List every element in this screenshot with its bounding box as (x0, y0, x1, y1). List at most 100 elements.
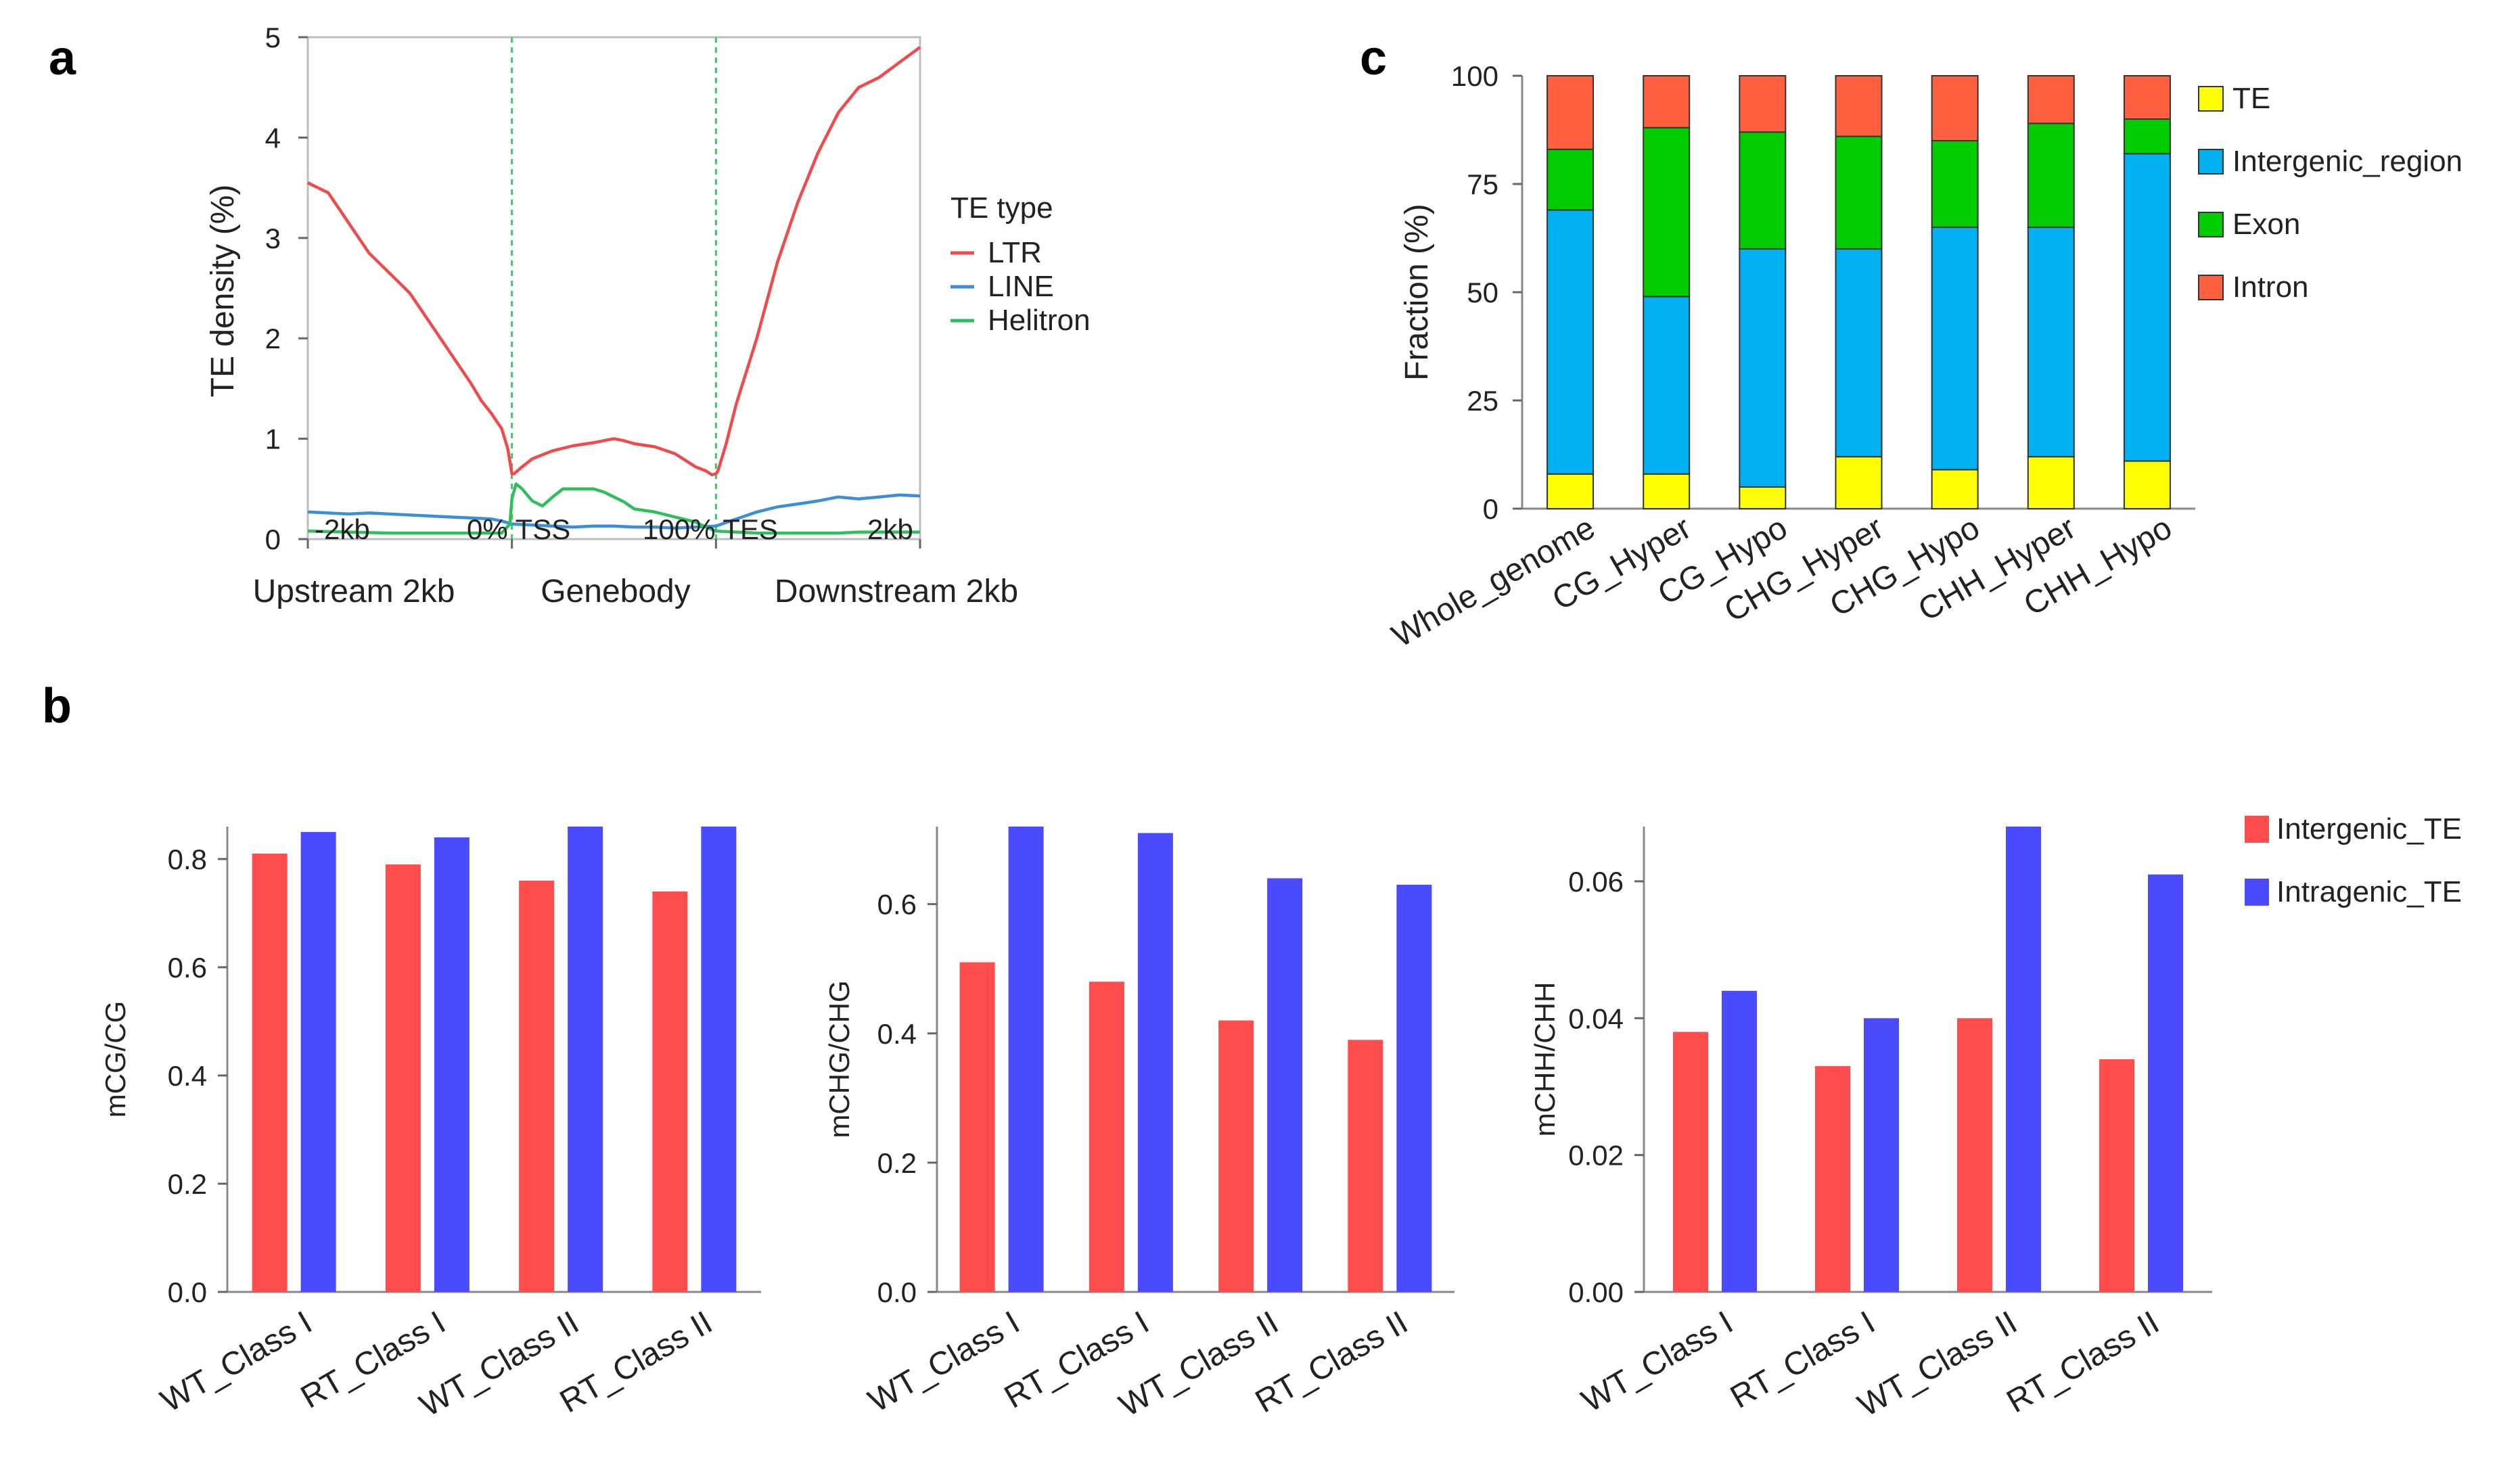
stacked-bar-exon (2027, 122, 2075, 228)
panel-letter-a: a (49, 31, 76, 85)
stacked-bar-intron (1739, 75, 1787, 133)
legend-swatch (2198, 212, 2224, 237)
bar-intragenic_te (1267, 878, 1303, 1292)
y-tick-label: 3 (265, 223, 281, 254)
stacked-bar-intron (1643, 75, 1691, 129)
legend-label: Intragenic_TE (2276, 875, 2462, 908)
bar-intragenic_te (1396, 885, 1432, 1292)
x-tick-label: WT_Class II (1852, 1305, 2023, 1425)
y-tick-label: 25 (1467, 385, 1498, 417)
region-label: Genebody (541, 574, 691, 609)
y-tick-label: 0.4 (168, 1060, 207, 1092)
panel-c-stacked-bar-chart: 0255075100Whole_genomeCG_HyperCG_HypoCHG… (1386, 60, 2462, 655)
legend-label: LINE (988, 270, 1054, 303)
bar-intragenic_te (2148, 874, 2183, 1292)
legend-label: LTR (988, 236, 1042, 269)
stacked-bar-intergenic_region (1931, 227, 1979, 471)
y-tick-label: 0.4 (877, 1018, 917, 1050)
y-axis-label: Fraction (%) (1399, 204, 1435, 380)
stacked-bar-exon (1739, 131, 1787, 250)
y-tick-label: 4 (265, 122, 281, 154)
stacked-bar-intergenic_region (2027, 227, 2075, 458)
bar-intragenic_te (300, 832, 336, 1292)
stacked-bar-intron (2123, 75, 2171, 120)
x-tick-label: 100% TES (643, 513, 778, 545)
stacked-bar-intron (1931, 75, 1979, 141)
y-axis-label: mCG/CG (99, 1001, 131, 1118)
y-tick-label: 0.02 (1568, 1140, 1624, 1172)
bar-intragenic_te (1864, 1018, 1899, 1292)
legend-label: Intergenic_region (2232, 145, 2462, 178)
y-tick-label: 0.2 (168, 1168, 207, 1200)
legend-swatch (2245, 879, 2269, 906)
legend-swatch (2245, 816, 2269, 843)
stacked-bar-te (2027, 456, 2075, 510)
x-tick-label: RT_Class II (554, 1305, 718, 1420)
y-tick-label: 0 (1483, 493, 1498, 525)
bar-intergenic_te (1089, 981, 1124, 1292)
plot-frame (306, 36, 921, 540)
stacked-bar-te (1931, 469, 1979, 510)
bar-intergenic_te (1815, 1066, 1850, 1292)
y-tick-label: 5 (265, 22, 281, 53)
stacked-bar-intron (2027, 75, 2075, 124)
stacked-bar-te (2123, 460, 2171, 509)
y-tick-label: 0.0 (168, 1276, 207, 1308)
bar-intergenic_te (652, 891, 688, 1292)
region-label: Downstream 2kb (775, 574, 1018, 609)
region-label: Upstream 2kb (253, 574, 455, 609)
bar-intergenic_te (1218, 1020, 1254, 1292)
y-tick-label: 0.6 (168, 952, 207, 983)
legend-swatch (2198, 149, 2224, 175)
legend-label: Exon (2232, 208, 2300, 241)
x-tick-label: WT_Class I (1576, 1305, 1739, 1420)
legend-swatch (2198, 275, 2224, 300)
stacked-bar-te (1835, 456, 1883, 510)
x-tick-label: 2kb (867, 513, 913, 545)
x-tick-label: RT_Class II (2001, 1305, 2166, 1420)
y-tick-label: 0.04 (1568, 1002, 1624, 1034)
y-tick-label: 0.2 (877, 1147, 917, 1179)
bar-intergenic_te (1673, 1032, 1708, 1292)
stacked-bar-intron (1547, 75, 1595, 150)
y-tick-label: 0.00 (1568, 1276, 1624, 1308)
panel-letter-c: c (1360, 31, 1387, 85)
stacked-bar-exon (1835, 135, 1883, 250)
bar-intergenic_te (385, 864, 421, 1292)
stacked-bar-te (1547, 473, 1595, 509)
y-axis-label: mCHG/CHG (823, 980, 855, 1138)
stacked-bar-intergenic_region (2123, 153, 2171, 462)
legend-label: TE (2232, 82, 2270, 115)
panel-a-line-chart: 0 1 2 3 4 5 -2kb 0% TSS 100% TES 2kb Upstream 2kb G… (205, 22, 1091, 609)
stacked-bar-exon (2123, 118, 2171, 155)
bar-intergenic_te (252, 854, 288, 1292)
x-tick-label: WT_Class I (155, 1305, 318, 1420)
y-axis-label: mCHH/CHH (1529, 982, 1561, 1137)
bar-intragenic_te (1008, 827, 1044, 1292)
y-tick-label: 0 (265, 524, 281, 555)
series-line-line (307, 493, 921, 530)
legend-swatch (2198, 86, 2224, 112)
legend-label: Helitron (988, 304, 1091, 337)
bar-intragenic_te (2006, 827, 2041, 1292)
y-tick-label: 0.06 (1568, 866, 1624, 898)
stacked-bar-intron (1835, 75, 1883, 137)
bar-intergenic_te (2099, 1059, 2134, 1292)
legend-title: TE type (950, 191, 1053, 225)
x-tick-label: WT_Class I (863, 1305, 1026, 1420)
x-tick-label: -2kb (315, 513, 370, 545)
bar-intragenic_te (434, 837, 469, 1292)
x-tick-label: 0% TSS (467, 513, 570, 545)
stacked-bar-intergenic_region (1643, 296, 1691, 475)
stacked-bar-exon (1547, 148, 1595, 211)
y-tick-label: 0.6 (877, 889, 917, 921)
panel-letter-b: b (42, 679, 72, 733)
stacked-bar-intergenic_region (1739, 248, 1787, 488)
bar-intergenic_te (1957, 1018, 1992, 1292)
y-tick-label: 2 (265, 323, 281, 354)
y-tick-label: 0.8 (168, 843, 207, 875)
stacked-bar-intergenic_region (1835, 248, 1883, 458)
legend-label: Intron (2232, 271, 2309, 304)
